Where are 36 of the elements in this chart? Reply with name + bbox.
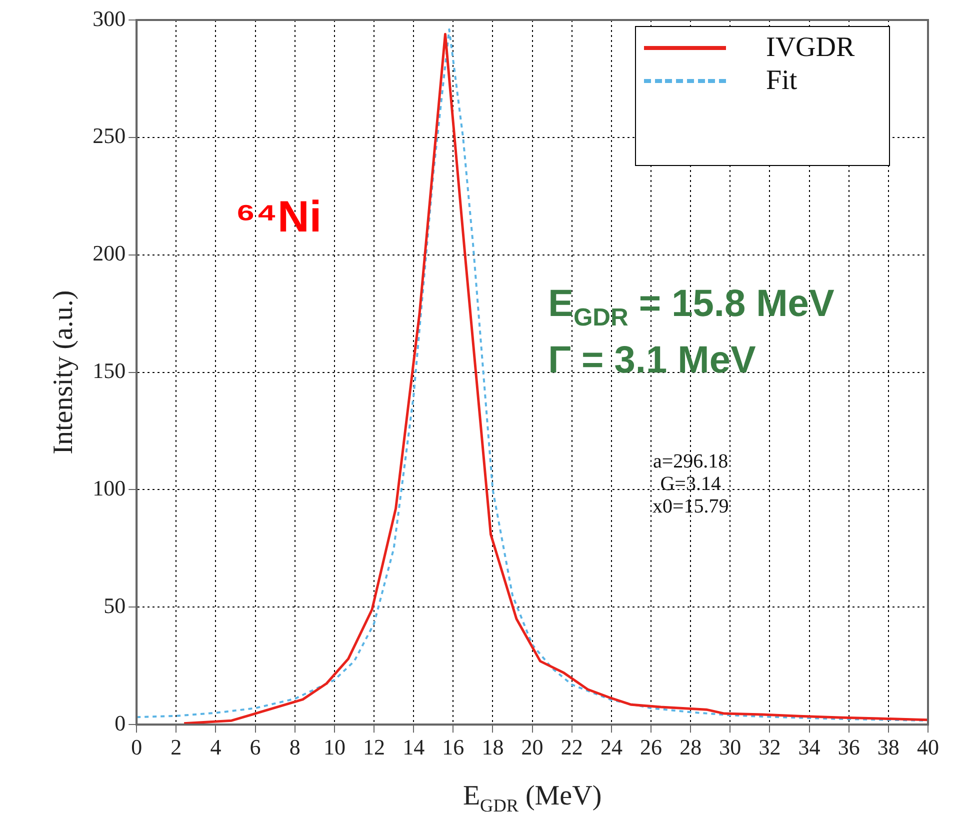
y-tick-label: 200	[92, 240, 126, 266]
x-tick-label: 30	[719, 734, 742, 760]
y-tick-label: 100	[92, 476, 126, 501]
x-tick-label: 28	[680, 734, 702, 760]
x-tick-label: 2	[170, 734, 182, 760]
y-tick-label: 300	[92, 6, 126, 31]
x-tick-label: 14	[402, 734, 425, 760]
x-tick-label: 10	[323, 734, 346, 760]
x-tick-label: 36	[838, 734, 860, 760]
y-axis-title: Intensity (a.u.)	[48, 290, 80, 454]
x-tick-label: 26	[640, 734, 662, 760]
x-tick-label: 24	[600, 734, 622, 760]
annotation: x0=15.79	[652, 496, 729, 518]
x-tick-label: 16	[442, 734, 464, 760]
x-tick-label: 32	[758, 734, 781, 760]
x-tick-label: 38	[877, 734, 900, 760]
y-tick-label: 150	[92, 358, 126, 384]
x-tick-label: 40	[917, 734, 939, 760]
x-tick-label: 6	[250, 734, 261, 760]
x-tick-label: 0	[131, 734, 142, 760]
x-tick-label: 8	[289, 734, 300, 760]
x-tick-label: 4	[210, 734, 222, 760]
y-tick-label: 250	[92, 123, 126, 148]
legend-label: Fit	[766, 64, 798, 96]
annotation: Γ = 3.1 MeV	[548, 339, 756, 382]
y-tick-label: 50	[104, 592, 126, 618]
x-tick-label: 22	[560, 734, 583, 760]
y-tick-label: 0	[114, 710, 126, 736]
x-tick-label: 18	[482, 734, 504, 760]
annotation: ⁶⁴Ni	[236, 192, 322, 242]
legend-label: IVGDR	[766, 32, 855, 64]
annotation: G=3.14	[660, 472, 721, 495]
annotation: a=296.18	[653, 450, 728, 472]
x-tick-label: 34	[798, 734, 820, 760]
x-tick-label: 20	[521, 734, 544, 760]
x-tick-label: 12	[363, 734, 386, 760]
